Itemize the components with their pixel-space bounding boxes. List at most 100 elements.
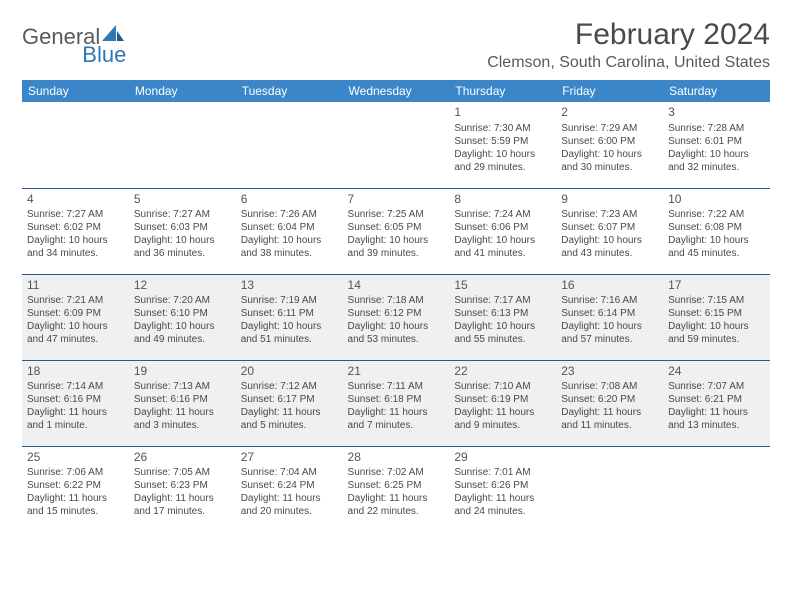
day-number: 16 bbox=[561, 278, 658, 294]
calendar-cell: 5Sunrise: 7:27 AMSunset: 6:03 PMDaylight… bbox=[129, 188, 236, 274]
sunrise-text: Sunrise: 7:05 AM bbox=[134, 466, 231, 479]
sunset-text: Sunset: 6:11 PM bbox=[241, 307, 338, 320]
daylight-text: Daylight: 10 hours and 39 minutes. bbox=[348, 234, 445, 260]
daylight-text: Daylight: 11 hours and 5 minutes. bbox=[241, 406, 338, 432]
day-number: 12 bbox=[134, 278, 231, 294]
day-number: 2 bbox=[561, 105, 658, 121]
weekday-header: Tuesday bbox=[236, 80, 343, 102]
logo: General Blue bbox=[22, 24, 170, 50]
calendar-cell: 28Sunrise: 7:02 AMSunset: 6:25 PMDayligh… bbox=[343, 446, 450, 532]
sunset-text: Sunset: 6:23 PM bbox=[134, 479, 231, 492]
day-number: 7 bbox=[348, 192, 445, 208]
calendar-cell: 9Sunrise: 7:23 AMSunset: 6:07 PMDaylight… bbox=[556, 188, 663, 274]
sunrise-text: Sunrise: 7:27 AM bbox=[134, 208, 231, 221]
sunset-text: Sunset: 6:21 PM bbox=[668, 393, 765, 406]
sunrise-text: Sunrise: 7:29 AM bbox=[561, 122, 658, 135]
sunset-text: Sunset: 6:09 PM bbox=[27, 307, 124, 320]
day-number: 20 bbox=[241, 364, 338, 380]
day-number: 26 bbox=[134, 450, 231, 466]
sunset-text: Sunset: 6:03 PM bbox=[134, 221, 231, 234]
calendar-cell: 2Sunrise: 7:29 AMSunset: 6:00 PMDaylight… bbox=[556, 102, 663, 188]
sunrise-text: Sunrise: 7:18 AM bbox=[348, 294, 445, 307]
sunset-text: Sunset: 6:15 PM bbox=[668, 307, 765, 320]
daylight-text: Daylight: 10 hours and 57 minutes. bbox=[561, 320, 658, 346]
weekday-header-row: SundayMondayTuesdayWednesdayThursdayFrid… bbox=[22, 80, 770, 102]
calendar-cell: 27Sunrise: 7:04 AMSunset: 6:24 PMDayligh… bbox=[236, 446, 343, 532]
calendar-row: 4Sunrise: 7:27 AMSunset: 6:02 PMDaylight… bbox=[22, 188, 770, 274]
sunset-text: Sunset: 6:10 PM bbox=[134, 307, 231, 320]
day-number: 3 bbox=[668, 105, 765, 121]
sunrise-text: Sunrise: 7:25 AM bbox=[348, 208, 445, 221]
sunset-text: Sunset: 6:22 PM bbox=[27, 479, 124, 492]
sunrise-text: Sunrise: 7:20 AM bbox=[134, 294, 231, 307]
weekday-header: Friday bbox=[556, 80, 663, 102]
daylight-text: Daylight: 10 hours and 29 minutes. bbox=[454, 148, 551, 174]
calendar-cell: 18Sunrise: 7:14 AMSunset: 6:16 PMDayligh… bbox=[22, 360, 129, 446]
sunrise-text: Sunrise: 7:16 AM bbox=[561, 294, 658, 307]
calendar-cell: 14Sunrise: 7:18 AMSunset: 6:12 PMDayligh… bbox=[343, 274, 450, 360]
daylight-text: Daylight: 10 hours and 55 minutes. bbox=[454, 320, 551, 346]
sunrise-text: Sunrise: 7:17 AM bbox=[454, 294, 551, 307]
calendar-cell: 19Sunrise: 7:13 AMSunset: 6:16 PMDayligh… bbox=[129, 360, 236, 446]
sunrise-text: Sunrise: 7:19 AM bbox=[241, 294, 338, 307]
daylight-text: Daylight: 11 hours and 3 minutes. bbox=[134, 406, 231, 432]
page-header: General Blue February 2024 Clemson, Sout… bbox=[22, 18, 770, 72]
day-number: 29 bbox=[454, 450, 551, 466]
calendar-cell: 11Sunrise: 7:21 AMSunset: 6:09 PMDayligh… bbox=[22, 274, 129, 360]
calendar-body: 1Sunrise: 7:30 AMSunset: 5:59 PMDaylight… bbox=[22, 102, 770, 532]
daylight-text: Daylight: 10 hours and 41 minutes. bbox=[454, 234, 551, 260]
calendar-cell: 29Sunrise: 7:01 AMSunset: 6:26 PMDayligh… bbox=[449, 446, 556, 532]
daylight-text: Daylight: 10 hours and 51 minutes. bbox=[241, 320, 338, 346]
sunset-text: Sunset: 6:17 PM bbox=[241, 393, 338, 406]
calendar-cell: 22Sunrise: 7:10 AMSunset: 6:19 PMDayligh… bbox=[449, 360, 556, 446]
daylight-text: Daylight: 11 hours and 9 minutes. bbox=[454, 406, 551, 432]
daylight-text: Daylight: 10 hours and 49 minutes. bbox=[134, 320, 231, 346]
sunset-text: Sunset: 5:59 PM bbox=[454, 135, 551, 148]
title-block: February 2024 Clemson, South Carolina, U… bbox=[487, 18, 770, 72]
sunrise-text: Sunrise: 7:27 AM bbox=[27, 208, 124, 221]
calendar-row: 18Sunrise: 7:14 AMSunset: 6:16 PMDayligh… bbox=[22, 360, 770, 446]
daylight-text: Daylight: 11 hours and 15 minutes. bbox=[27, 492, 124, 518]
day-number: 21 bbox=[348, 364, 445, 380]
day-number: 5 bbox=[134, 192, 231, 208]
weekday-header: Monday bbox=[129, 80, 236, 102]
weekday-header: Saturday bbox=[663, 80, 770, 102]
daylight-text: Daylight: 11 hours and 20 minutes. bbox=[241, 492, 338, 518]
calendar-row: 1Sunrise: 7:30 AMSunset: 5:59 PMDaylight… bbox=[22, 102, 770, 188]
daylight-text: Daylight: 10 hours and 38 minutes. bbox=[241, 234, 338, 260]
daylight-text: Daylight: 10 hours and 36 minutes. bbox=[134, 234, 231, 260]
sunrise-text: Sunrise: 7:10 AM bbox=[454, 380, 551, 393]
day-number: 18 bbox=[27, 364, 124, 380]
calendar-row: 11Sunrise: 7:21 AMSunset: 6:09 PMDayligh… bbox=[22, 274, 770, 360]
calendar-cell: 17Sunrise: 7:15 AMSunset: 6:15 PMDayligh… bbox=[663, 274, 770, 360]
daylight-text: Daylight: 11 hours and 13 minutes. bbox=[668, 406, 765, 432]
day-number: 19 bbox=[134, 364, 231, 380]
calendar-table: SundayMondayTuesdayWednesdayThursdayFrid… bbox=[22, 80, 770, 532]
daylight-text: Daylight: 10 hours and 59 minutes. bbox=[668, 320, 765, 346]
sunset-text: Sunset: 6:14 PM bbox=[561, 307, 658, 320]
calendar-cell: 13Sunrise: 7:19 AMSunset: 6:11 PMDayligh… bbox=[236, 274, 343, 360]
sunrise-text: Sunrise: 7:28 AM bbox=[668, 122, 765, 135]
sunrise-text: Sunrise: 7:11 AM bbox=[348, 380, 445, 393]
sunrise-text: Sunrise: 7:14 AM bbox=[27, 380, 124, 393]
day-number: 22 bbox=[454, 364, 551, 380]
daylight-text: Daylight: 10 hours and 43 minutes. bbox=[561, 234, 658, 260]
weekday-header: Thursday bbox=[449, 80, 556, 102]
day-number: 4 bbox=[27, 192, 124, 208]
day-number: 8 bbox=[454, 192, 551, 208]
sunset-text: Sunset: 6:13 PM bbox=[454, 307, 551, 320]
sunset-text: Sunset: 6:20 PM bbox=[561, 393, 658, 406]
sunrise-text: Sunrise: 7:21 AM bbox=[27, 294, 124, 307]
weekday-header: Wednesday bbox=[343, 80, 450, 102]
day-number: 1 bbox=[454, 105, 551, 121]
sunrise-text: Sunrise: 7:23 AM bbox=[561, 208, 658, 221]
sunrise-text: Sunrise: 7:30 AM bbox=[454, 122, 551, 135]
sunrise-text: Sunrise: 7:08 AM bbox=[561, 380, 658, 393]
calendar-cell bbox=[343, 102, 450, 188]
sunrise-text: Sunrise: 7:24 AM bbox=[454, 208, 551, 221]
sunset-text: Sunset: 6:00 PM bbox=[561, 135, 658, 148]
calendar-cell bbox=[129, 102, 236, 188]
calendar-cell: 23Sunrise: 7:08 AMSunset: 6:20 PMDayligh… bbox=[556, 360, 663, 446]
sunrise-text: Sunrise: 7:22 AM bbox=[668, 208, 765, 221]
day-number: 27 bbox=[241, 450, 338, 466]
